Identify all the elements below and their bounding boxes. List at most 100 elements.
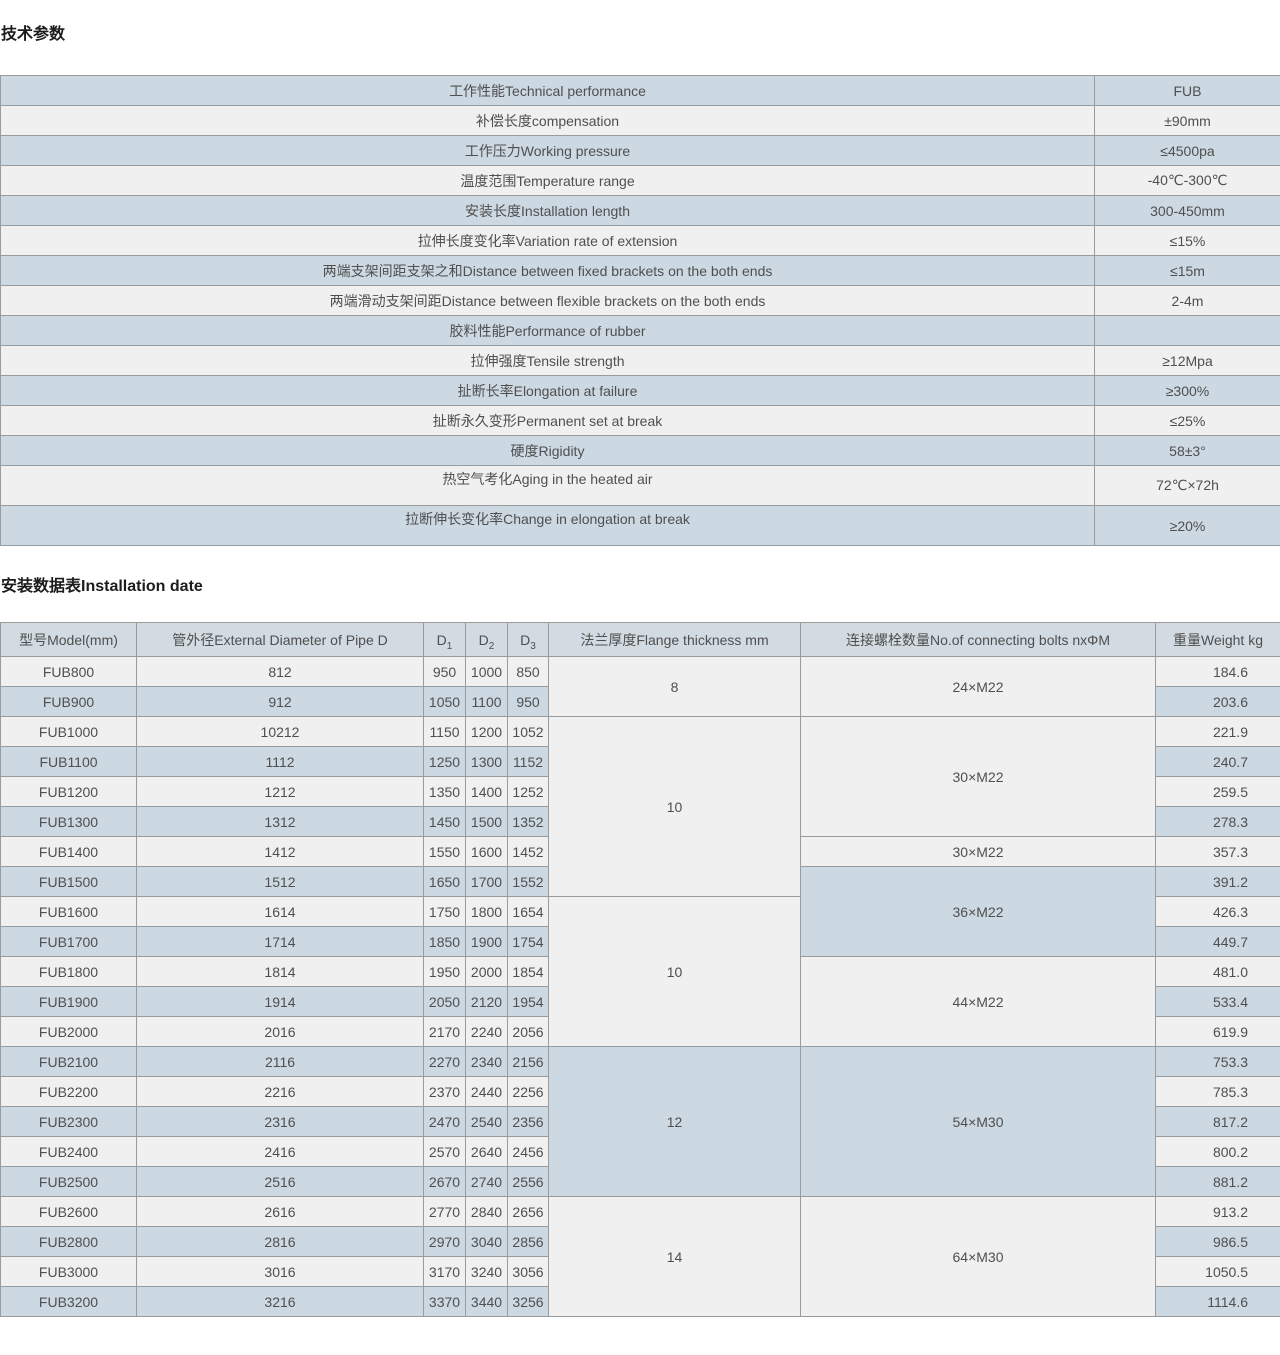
pipe-diameter-cell: 1914: [136, 986, 424, 1017]
model-cell: FUB1200: [0, 776, 137, 807]
tech-param-row: 拉伸长度变化率Variation rate of extension ≤15%: [0, 225, 1280, 256]
tech-param-label: 拉伸长度变化率Variation rate of extension: [0, 225, 1095, 256]
tech-param-row: 工作压力Working pressure ≤4500pa: [0, 135, 1280, 166]
tech-param-label: 两端滑动支架间距Distance between flexible bracke…: [0, 285, 1095, 316]
tech-param-value: ≥300%: [1094, 375, 1280, 406]
d1-cell: 2050: [423, 986, 466, 1017]
d3-cell: 1052: [507, 716, 549, 747]
d1-cell: 3170: [423, 1256, 466, 1287]
d1-cell: 1350: [423, 776, 466, 807]
d1-cell: 1850: [423, 926, 466, 957]
tech-param-label: 拉伸强度Tensile strength: [0, 345, 1095, 376]
pipe-diameter-cell: 1312: [136, 806, 424, 837]
install-header-row: 型号Model(mm) 管外径External Diameter of Pipe…: [0, 622, 1280, 657]
tech-param-value: 58±3°: [1094, 435, 1280, 466]
pipe-diameter-cell: 2316: [136, 1106, 424, 1137]
pipe-diameter-cell: 2816: [136, 1226, 424, 1257]
pipe-diameter-cell: 1614: [136, 896, 424, 927]
tech-param-row: 扯断长率Elongation at failure ≥300%: [0, 375, 1280, 406]
d1-base: D: [436, 631, 447, 648]
tech-params-title: 技术参数: [1, 26, 66, 43]
d1-cell: 2770: [423, 1196, 466, 1227]
d2-cell: 2740: [465, 1166, 508, 1197]
d3-cell: 1552: [507, 866, 549, 897]
d1-cell: 1750: [423, 896, 466, 927]
d3-cell: 2456: [507, 1136, 549, 1167]
tech-param-row: 拉断伸长变化率Change in elongation at break ≥20%: [0, 505, 1280, 546]
tech-param-value: 300-450mm: [1094, 195, 1280, 226]
col-header-weight: 重量Weight kg: [1155, 622, 1280, 657]
weight-cell: 203.6: [1155, 686, 1280, 717]
d3-cell: 2656: [507, 1196, 549, 1227]
tech-param-row: 两端滑动支架间距Distance between flexible bracke…: [0, 285, 1280, 316]
d3-sub: 3: [530, 640, 536, 652]
tech-param-label: 扯断长率Elongation at failure: [0, 375, 1095, 406]
model-cell: FUB800: [0, 656, 137, 687]
installation-data-table: 型号Model(mm) 管外径External Diameter of Pipe…: [0, 622, 1280, 1317]
bolts-cell: 30×M22: [800, 836, 1156, 867]
d1-cell: 1450: [423, 806, 466, 837]
pipe-diameter-cell: 3216: [136, 1286, 424, 1317]
d3-cell: 1452: [507, 836, 549, 867]
tech-param-label: 两端支架间距支架之和Distance between fixed bracket…: [0, 255, 1095, 286]
d1-cell: 1650: [423, 866, 466, 897]
weight-cell: 1050.5: [1155, 1256, 1280, 1287]
tech-param-row: 温度范围Temperature range -40℃-300℃: [0, 165, 1280, 196]
tech-param-row: 补偿长度compensation ±90mm: [0, 105, 1280, 136]
d3-cell: 1352: [507, 806, 549, 837]
tech-param-value: -40℃-300℃: [1094, 165, 1280, 196]
d3-cell: 2056: [507, 1016, 549, 1047]
pipe-diameter-cell: 3016: [136, 1256, 424, 1287]
d3-cell: 3256: [507, 1286, 549, 1317]
d2-cell: 1400: [465, 776, 508, 807]
bolts-cell: 54×M30: [800, 1046, 1156, 1197]
model-cell: FUB2100: [0, 1046, 137, 1077]
model-cell: FUB1600: [0, 896, 137, 927]
model-cell: FUB1900: [0, 986, 137, 1017]
col-header-d2: D2: [465, 622, 508, 657]
d1-cell: 2470: [423, 1106, 466, 1137]
d3-cell: 1252: [507, 776, 549, 807]
model-cell: FUB2300: [0, 1106, 137, 1137]
d1-cell: 2970: [423, 1226, 466, 1257]
weight-cell: 619.9: [1155, 1016, 1280, 1047]
pipe-diameter-cell: 1814: [136, 956, 424, 987]
flange-thickness-cell: 10: [548, 716, 801, 897]
pipe-diameter-cell: 812: [136, 656, 424, 687]
install-data-title: 安装数据表Installation date: [1, 578, 203, 595]
tech-param-value: ≤15%: [1094, 225, 1280, 256]
tech-param-label: 工作性能Technical performance: [0, 75, 1095, 106]
model-cell: FUB1400: [0, 836, 137, 867]
col-header-d1: D1: [423, 622, 466, 657]
weight-cell: 391.2: [1155, 866, 1280, 897]
tech-params-table: 工作性能Technical performance FUB 补偿长度compens…: [0, 75, 1280, 546]
weight-cell: 986.5: [1155, 1226, 1280, 1257]
d2-cell: 2240: [465, 1016, 508, 1047]
d2-cell: 1200: [465, 716, 508, 747]
weight-cell: 913.2: [1155, 1196, 1280, 1227]
tech-param-value: ≤4500pa: [1094, 135, 1280, 166]
d1-cell: 2670: [423, 1166, 466, 1197]
d1-cell: 2570: [423, 1136, 466, 1167]
d3-cell: 3056: [507, 1256, 549, 1287]
d2-cell: 2120: [465, 986, 508, 1017]
weight-cell: 785.3: [1155, 1076, 1280, 1107]
tech-param-row: 工作性能Technical performance FUB: [0, 75, 1280, 106]
d3-cell: 950: [507, 686, 549, 717]
d2-cell: 1300: [465, 746, 508, 777]
weight-cell: 817.2: [1155, 1106, 1280, 1137]
d2-cell: 3040: [465, 1226, 508, 1257]
pipe-diameter-cell: 1412: [136, 836, 424, 867]
model-cell: FUB2600: [0, 1196, 137, 1227]
tech-param-value: 72℃×72h: [1094, 465, 1280, 506]
pipe-diameter-cell: 1212: [136, 776, 424, 807]
model-cell: FUB900: [0, 686, 137, 717]
weight-cell: 753.3: [1155, 1046, 1280, 1077]
tech-param-value: ≥12Mpa: [1094, 345, 1280, 376]
d3-cell: 2356: [507, 1106, 549, 1137]
tech-param-label: 工作压力Working pressure: [0, 135, 1095, 166]
tech-param-label: 热空气考化Aging in the heated air: [0, 465, 1095, 506]
d3-cell: 1754: [507, 926, 549, 957]
tech-param-row: 扯断永久变形Permanent set at break ≤25%: [0, 405, 1280, 436]
flange-thickness-cell: 12: [548, 1046, 801, 1197]
